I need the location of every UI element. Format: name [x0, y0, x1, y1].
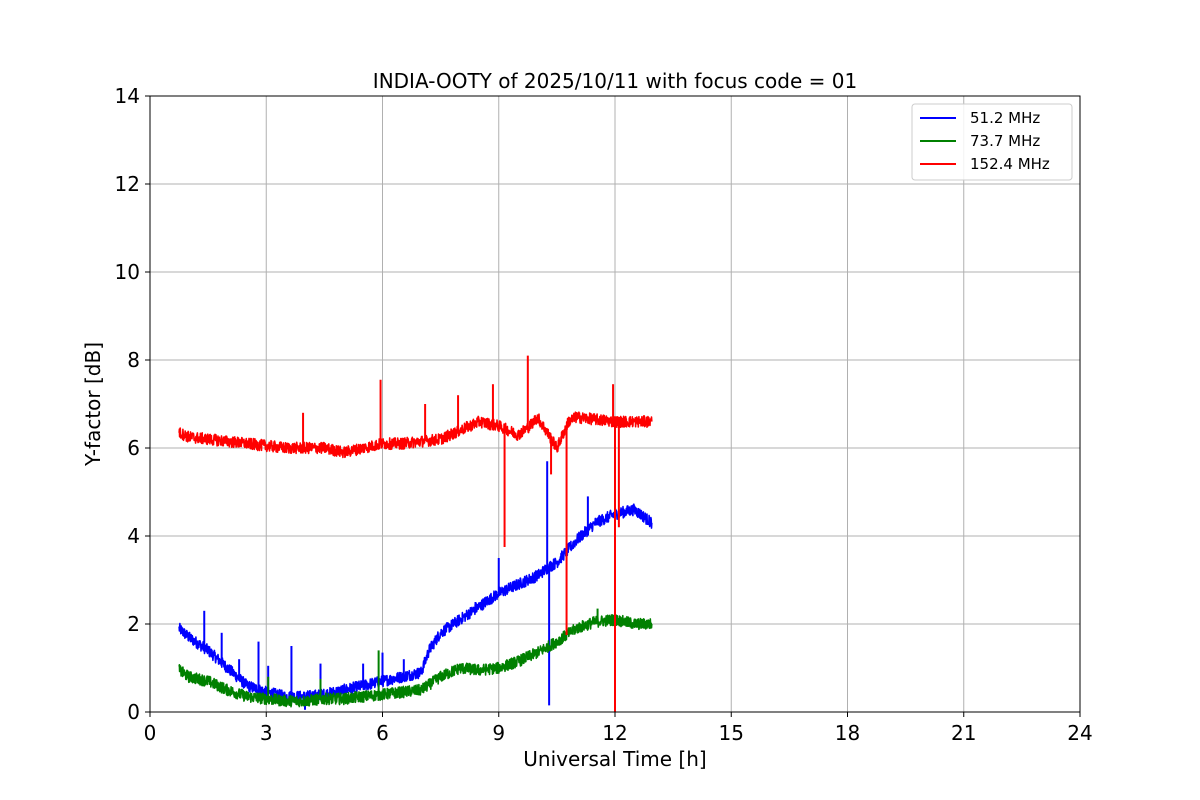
y-tick-label: 6: [127, 436, 140, 460]
y-tick-label: 0: [127, 700, 140, 724]
x-tick-label: 18: [835, 721, 860, 745]
series-2: [178, 355, 653, 712]
series-1: [178, 608, 653, 708]
x-tick-label: 0: [144, 721, 157, 745]
legend-label: 73.7 MHz: [970, 132, 1040, 150]
legend-label: 51.2 MHz: [970, 109, 1040, 127]
x-tick-label: 6: [376, 721, 389, 745]
x-tick-label: 15: [719, 721, 744, 745]
x-tick-label: 21: [951, 721, 976, 745]
series-line: [178, 503, 653, 703]
x-axis-label: Universal Time [h]: [523, 747, 706, 771]
legend: 51.2 MHz 73.7 MHz 152.4 MHz: [911, 103, 1073, 181]
x-tick-label: 9: [492, 721, 505, 745]
x-tick-label: 24: [1067, 721, 1092, 745]
series-layer: [178, 355, 653, 712]
series-line: [178, 411, 653, 459]
y-tick-label: 4: [127, 524, 140, 548]
legend-label: 152.4 MHz: [970, 155, 1050, 173]
y-tick-label: 8: [127, 348, 140, 372]
y-axis-label: Y-factor [dB]: [81, 342, 105, 467]
chart-title: INDIA-OOTY of 2025/10/11 with focus code…: [373, 69, 857, 93]
y-tick-label: 2: [127, 612, 140, 636]
y-tick-label: 12: [115, 172, 140, 196]
y-tick-label: 10: [115, 260, 140, 284]
x-tick-label: 3: [260, 721, 273, 745]
legend-box: [911, 103, 1073, 181]
series-line: [178, 614, 653, 708]
series-0: [178, 461, 653, 710]
y-tick-label: 14: [115, 84, 140, 108]
x-tick-label: 12: [602, 721, 627, 745]
